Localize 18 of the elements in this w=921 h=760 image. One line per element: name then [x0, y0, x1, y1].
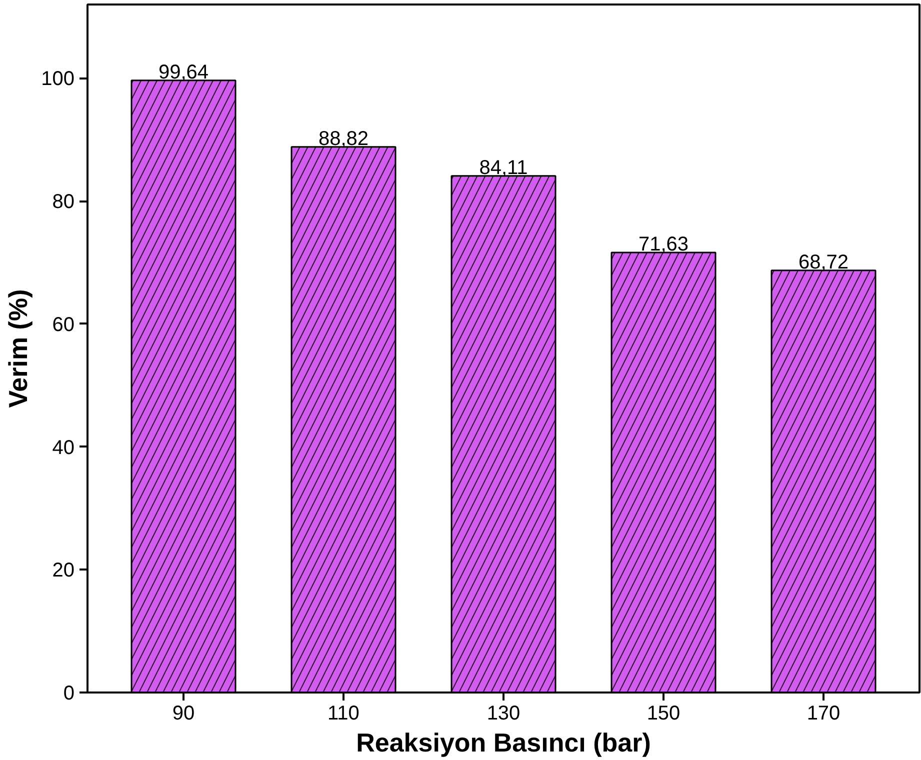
y-tick-label: 20: [52, 560, 75, 582]
y-tick-label: 80: [52, 191, 75, 214]
data-label: 99,64: [158, 61, 209, 84]
x-tick-label: 150: [646, 702, 680, 724]
y-tick-label: 60: [52, 314, 75, 336]
x-tick-label: 110: [328, 702, 360, 724]
x-tick-label: 90: [172, 702, 195, 724]
data-label: 71,63: [638, 233, 689, 256]
data-label: 84,11: [479, 156, 528, 179]
data-label: 68,72: [798, 251, 849, 274]
x-axis-title: Reaksiyon Basıncı (bar): [356, 728, 651, 758]
x-tick-label: 130: [486, 702, 520, 724]
x-tick-label: 170: [806, 702, 840, 724]
y-tick-label: 0: [63, 682, 74, 704]
y-tick-label: 40: [52, 436, 75, 459]
data-label: 88,82: [318, 128, 369, 150]
y-tick-label: 100: [41, 68, 75, 90]
y-axis-title: Verim (%): [3, 289, 34, 408]
